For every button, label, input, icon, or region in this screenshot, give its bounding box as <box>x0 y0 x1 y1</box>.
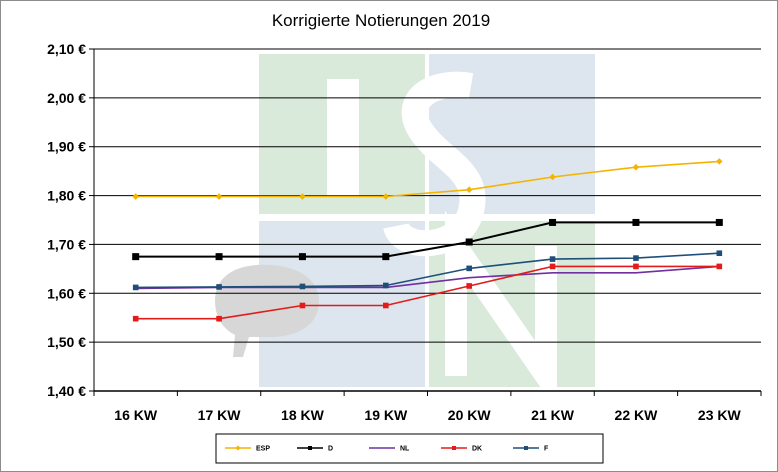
series-line <box>135 221 720 258</box>
x-tick-label: 17 KW <box>198 407 242 423</box>
data-point <box>549 218 557 226</box>
data-point <box>383 302 389 309</box>
y-tick-label: 1,60 € <box>47 285 86 301</box>
y-tick-label: 1,80 € <box>47 188 86 204</box>
data-point <box>466 265 472 272</box>
data-point <box>382 253 390 261</box>
data-point <box>549 256 556 262</box>
series-f <box>132 250 723 291</box>
series-lines <box>132 158 723 322</box>
y-tick-label: 2,10 € <box>47 41 86 57</box>
data-point <box>716 158 723 165</box>
axes <box>93 49 762 396</box>
data-point <box>716 263 723 270</box>
y-axis-tick-labels: 1,40 € 1,50 € 1,60 € 1,70 € 1,80 € 1,90 € 2,00… <box>47 41 86 399</box>
data-point <box>132 284 139 291</box>
series-d <box>132 218 723 261</box>
data-point <box>383 282 389 289</box>
data-point <box>633 255 639 261</box>
legend-item-d: D <box>297 446 333 453</box>
x-tick-label: 16 KW <box>114 407 158 423</box>
grid-lines <box>89 48 761 392</box>
x-tick-label: 21 KW <box>531 407 575 423</box>
data-point <box>633 263 639 270</box>
legend-item-dk: DK <box>441 446 482 453</box>
watermark-letter-s <box>383 71 486 257</box>
watermark-logo <box>215 54 595 412</box>
x-tick-label: 23 KW <box>698 407 742 423</box>
y-tick-label: 1,50 € <box>47 334 86 350</box>
legend-item-esp: ESP <box>225 445 270 453</box>
legend-label: ESP <box>256 446 270 453</box>
y-tick-label: 1,70 € <box>47 236 86 252</box>
y-tick-label: 2,00 € <box>47 90 86 106</box>
legend-label: DK <box>472 446 482 453</box>
legend-label: NL <box>400 446 410 453</box>
data-point <box>299 283 306 290</box>
data-point <box>466 283 472 289</box>
chart-title: Korrigierte Notierungen 2019 <box>272 11 490 30</box>
series-dk <box>132 263 723 322</box>
data-point <box>235 445 241 451</box>
data-point <box>465 238 473 246</box>
legend: ESP D NL DK F <box>215 433 604 464</box>
legend-label: F <box>544 446 549 453</box>
legend-item-f: F <box>513 446 549 453</box>
data-point <box>216 284 222 290</box>
x-tick-label: 19 KW <box>364 407 408 423</box>
legend-label: D <box>328 446 333 453</box>
x-axis-tick-labels: 16 KW 17 KW 18 KW 19 KW 20 KW 21 KW 22 KW 23 KW <box>114 407 741 423</box>
data-point <box>132 253 140 261</box>
data-point <box>299 302 306 309</box>
data-point <box>549 173 556 181</box>
data-point <box>632 163 640 171</box>
data-point <box>216 315 222 322</box>
data-point <box>299 193 306 200</box>
data-point <box>524 446 528 450</box>
x-tick-label: 18 KW <box>281 407 325 423</box>
y-tick-label: 1,90 € <box>47 139 86 155</box>
data-point <box>132 315 139 322</box>
series-line <box>135 252 720 289</box>
legend-item-nl: NL <box>369 446 410 453</box>
data-point <box>308 446 312 450</box>
watermark-letter-i <box>327 79 359 197</box>
data-point <box>215 193 223 200</box>
data-point <box>215 253 223 261</box>
x-tick-label: 20 KW <box>448 407 492 423</box>
y-tick-label: 1,40 € <box>47 383 86 399</box>
data-point <box>715 218 723 226</box>
data-point <box>549 263 556 270</box>
data-point <box>465 186 473 194</box>
series-line <box>135 160 720 198</box>
data-point <box>132 193 139 200</box>
data-point <box>716 250 723 257</box>
watermark-letter-n <box>445 210 557 412</box>
data-point <box>382 193 390 200</box>
series-line <box>135 265 720 320</box>
x-tick-label: 22 KW <box>615 407 659 423</box>
data-point <box>452 446 456 450</box>
series-esp <box>132 158 723 200</box>
data-point <box>632 218 640 226</box>
data-point <box>298 253 306 261</box>
